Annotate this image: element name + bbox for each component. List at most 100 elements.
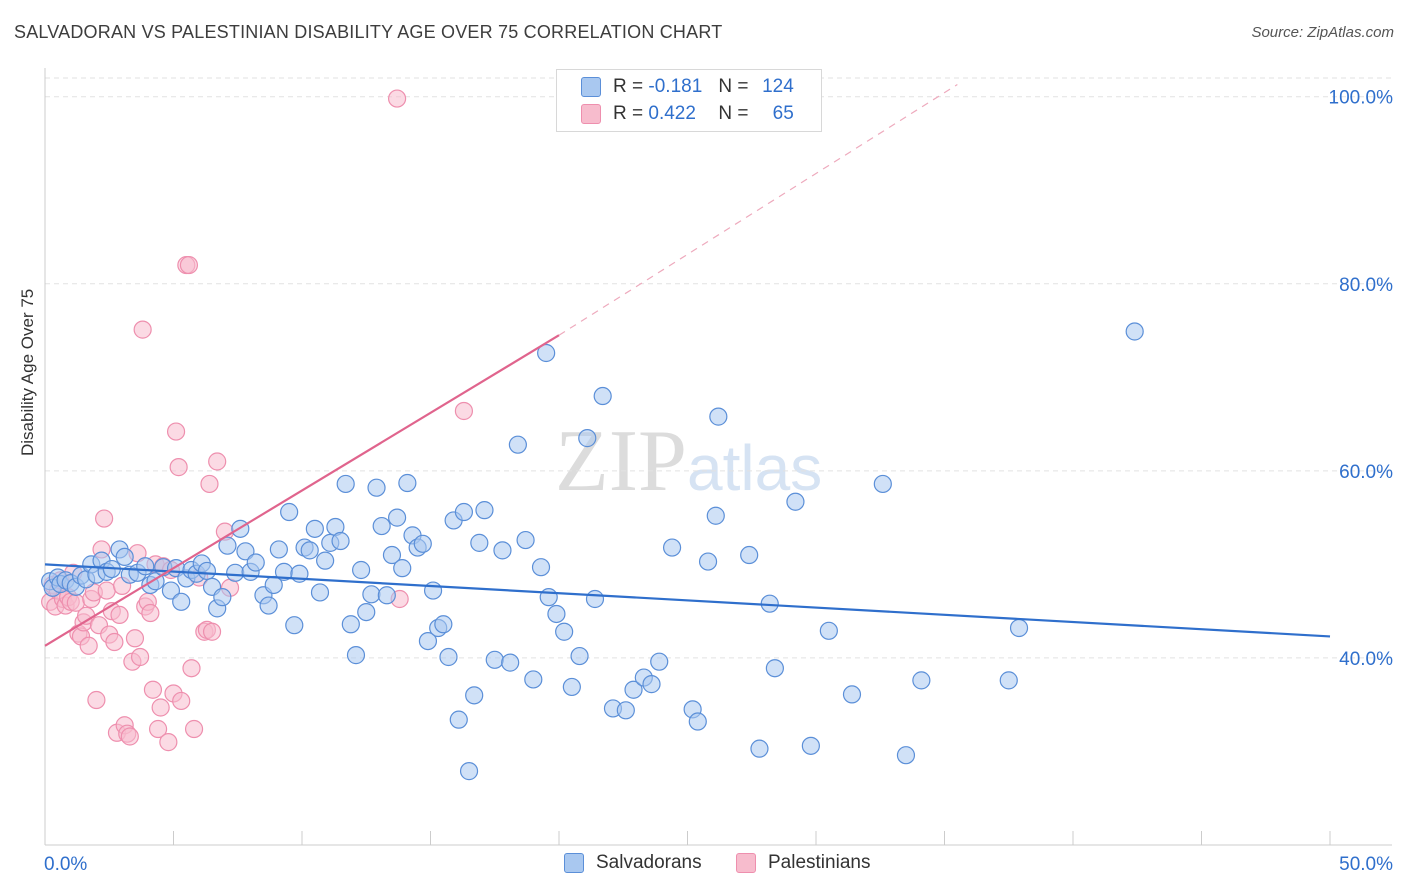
salvadoran-point-108	[706, 506, 725, 525]
salvadoran-point-86	[508, 435, 527, 454]
salvadoran-point-50	[310, 583, 330, 602]
palestinian-legend-swatch	[736, 853, 756, 873]
palestinian-point-22	[97, 581, 116, 600]
salvadoran-point-61	[367, 478, 386, 497]
palestinian-point-39	[141, 603, 160, 623]
salvadoran-point-106	[688, 712, 707, 731]
palestinian-points	[41, 89, 474, 752]
salvadoran-point-42	[269, 540, 288, 559]
salvadoran-point-70	[413, 534, 432, 553]
salvadoran-point-24	[172, 592, 191, 611]
salvadoran-point-87	[516, 530, 535, 550]
salvadoran-r-label: R =	[613, 76, 644, 97]
salvadoran-point-57	[346, 646, 366, 665]
salvadoran-point-117	[842, 685, 862, 704]
tick-labels: 40.0% 60.0% 80.0% 100.0% 0.0% 50.0%	[44, 88, 1393, 875]
salvadoran-point-65	[387, 508, 407, 527]
salvadoran-point-94	[570, 646, 589, 666]
salvadoran-point-80	[465, 686, 484, 705]
y-tick-label-1: 60.0%	[1339, 462, 1393, 483]
salvadoran-point-15	[115, 547, 134, 567]
palestinian-point-64	[454, 401, 474, 421]
legend-item-palestinians[interactable]: Palestinians	[736, 852, 870, 874]
salvadoran-point-109	[709, 407, 728, 426]
salvadoran-point-111	[750, 739, 769, 758]
salvadoran-point-104	[662, 538, 682, 557]
salvadoran-point-120	[912, 671, 931, 690]
salvadoran-point-99	[616, 701, 635, 720]
salvadoran-point-59	[357, 602, 376, 622]
palestinian-point-35	[130, 647, 150, 667]
salvadoran-point-84	[493, 541, 512, 560]
salvadoran-point-100	[624, 680, 643, 699]
palestinian-legend-label: Palestinians	[768, 852, 871, 873]
palestinian-point-59	[202, 622, 222, 641]
salvadoran-point-88	[524, 670, 543, 689]
stats-legend: R = -0.181 N = 124 R = 0.422 N = 65	[556, 69, 822, 132]
palestinian-point-42	[148, 719, 168, 739]
palestinian-point-52	[179, 255, 199, 275]
salvadoran-point-91	[547, 604, 566, 624]
salvadoran-point-90	[539, 588, 558, 607]
salvadoran-point-75	[439, 647, 458, 667]
salvadoran-point-114	[786, 492, 805, 511]
trend-lines	[44, 84, 1331, 647]
y-tick-label-3: 100.0%	[1329, 88, 1394, 109]
salvadoran-point-38	[246, 553, 265, 572]
salvadoran-point-96	[585, 589, 605, 609]
palestinian-point-40	[143, 680, 163, 699]
salvadoran-point-118	[873, 474, 892, 494]
salvadoran-legend-swatch	[564, 853, 584, 873]
palestinian-point-31	[120, 727, 139, 746]
salvadoran-point-56	[341, 615, 360, 634]
salvadoran-point-18	[136, 557, 155, 576]
salvadoran-points	[41, 322, 1144, 781]
salvadoran-r-value: -0.181	[648, 76, 703, 97]
salvadoran-point-97	[593, 386, 612, 406]
palestinian-r-label: R =	[613, 103, 644, 124]
salvadoran-point-121	[999, 671, 1018, 690]
salvadoran-point-89	[531, 558, 551, 577]
chart-title: SALVADORAN VS PALESTINIAN DISABILITY AGE…	[14, 22, 723, 42]
salvadoran-point-123	[1125, 322, 1144, 341]
palestinian-point-45	[159, 733, 178, 752]
salvadoran-point-34	[226, 563, 245, 582]
salvadoran-point-82	[475, 501, 494, 520]
salvadoran-point-93	[562, 677, 581, 697]
salvadoran-point-79	[459, 762, 479, 781]
palestinian-point-33	[125, 629, 145, 648]
salvadoran-point-83	[485, 650, 504, 669]
palestinian-point-54	[184, 719, 204, 739]
salvadoran-point-74	[434, 615, 453, 634]
salvadoran-point-122	[1009, 618, 1029, 638]
salvadoran-point-32	[213, 588, 232, 607]
salvadoran-point-113	[765, 659, 784, 678]
salvadoran-point-44	[280, 502, 299, 522]
palestinian-point-49	[169, 458, 188, 477]
salvadoran-point-40	[259, 596, 278, 615]
legend-item-salvadorans[interactable]: Salvadorans	[564, 852, 702, 874]
salvadoran-point-81	[470, 533, 489, 552]
watermark: ZIPatlas	[555, 413, 822, 510]
salvadoran-point-33	[218, 536, 237, 555]
y-tick-label-2: 80.0%	[1339, 275, 1393, 296]
salvadoran-point-55	[336, 474, 355, 494]
salvadoran-point-36	[236, 542, 255, 561]
salvadoran-point-64	[382, 545, 402, 565]
palestinian-r-value: 0.422	[648, 103, 696, 124]
palestinian-point-25	[105, 632, 124, 652]
salvadoran-point-63	[377, 586, 396, 605]
axes	[44, 68, 1392, 846]
salvadoran-n-value: 124	[762, 76, 794, 97]
salvadoran-point-124	[537, 343, 556, 363]
palestinian-point-48	[166, 422, 186, 441]
salvadoran-point-107	[698, 552, 718, 571]
palestinian-point-53	[182, 659, 201, 678]
palestinian-point-43	[151, 698, 170, 717]
salvadoran-point-54	[331, 531, 350, 551]
palestinian-trend-line	[44, 334, 560, 647]
salvadoran-point-77	[449, 710, 468, 729]
palestinian-point-27	[110, 605, 129, 625]
salvadoran-point-85	[501, 653, 520, 672]
salvadoran-point-49	[305, 519, 324, 538]
